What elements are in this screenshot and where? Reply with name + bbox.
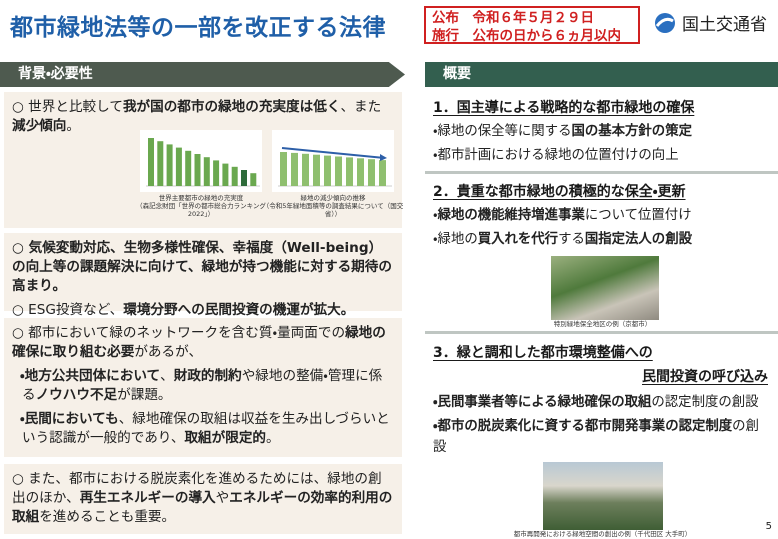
summary-item: ・民間事業者等による緑地確保の取組の認定制度の創設 — [433, 392, 772, 413]
text-run: が課題。 — [117, 387, 171, 403]
text-run: ノウハウ不足 — [36, 387, 118, 403]
right-heading: 概要 — [425, 62, 778, 87]
background-block: ○ 都市において緑のネットワークを含む質・量両面での緑地の確保に取り組む必要があ… — [4, 318, 402, 457]
text-run: する — [558, 232, 585, 247]
section-title: 2．貴重な都市緑地の積極的な保全・更新 — [433, 180, 772, 204]
photo — [551, 256, 659, 320]
section-title: 3．緑と調和した都市環境整備への — [433, 341, 772, 365]
slide: {"header":{"title":"都市緑地法等の一部を改正する法律","p… — [0, 0, 778, 534]
text-run: ・都市の脱炭素化に資する都市開発事業の認定制度 — [433, 419, 732, 434]
text-run: ・緑地の — [433, 232, 478, 247]
summary-section: 2．貴重な都市緑地の積極的な保全・更新・緑地の機能維持増進事業について位置付け・… — [425, 176, 778, 334]
summary-item: ・都市計画における緑地の位置付けの向上 — [433, 144, 772, 168]
text-run: について位置付け — [585, 208, 692, 223]
photo — [543, 462, 663, 530]
text-run: ○ ESG投資など、 — [12, 302, 123, 318]
text-run: ・民間においても — [20, 411, 119, 427]
summary-item: ・緑地の買入れを代行する国指定法人の創設 — [433, 228, 772, 252]
text-run: を進めることも重要。 — [39, 509, 175, 525]
ministry-logo: 国土交通省 — [654, 10, 767, 35]
section-title: 1．国主導による戦略的な都市緑地の確保 — [433, 96, 772, 120]
text-run: 、また — [340, 99, 381, 115]
text-run: 国の基本方針の策定 — [571, 124, 692, 139]
summary-item: ・都市の脱炭素化に資する都市開発事業の認定制度の創設 — [433, 416, 772, 458]
chart-image — [272, 130, 394, 192]
slide-title: 都市緑地法等の一部を改正する法律 — [10, 8, 386, 42]
text-run: 。 — [266, 430, 280, 446]
paragraph: ・民間においても、緑地確保の取組は収益を生み出しづらいという認識が一般的であり、… — [12, 410, 394, 448]
chart-caption: （令和5年緑地面積等の調査結果について（国交省）） — [262, 202, 404, 218]
text-run: 我が国の都市の緑地の充実度は低く — [123, 99, 341, 115]
summary-item: ・緑地の機能維持増進事業について位置付け — [433, 204, 772, 228]
background-block: ○ 気候変動対応、生物多様性確保、幸福度（Well-being）の向上等の課題解… — [4, 233, 402, 311]
text-run: 。 — [66, 118, 80, 134]
text-run: や — [216, 490, 230, 506]
summary-item: ・緑地の保全等に関する国の基本方針の策定 — [433, 120, 772, 144]
text-run: 財政的制約 — [174, 368, 242, 384]
text-run: 、 — [160, 368, 174, 384]
paragraph: ・地方公共団体において、財政的制約や緑地の整備・管理に係るノウハウ不足が課題。 — [12, 367, 394, 405]
text-run: 取組が限定的 — [184, 430, 266, 446]
chart-caption: 世界主要都市の緑地の充実度 — [130, 194, 272, 202]
photo-caption: 都市再開発における緑地空間の創出の例（千代田区 大手町） — [433, 530, 772, 539]
page: html, body { margin: 0; padding: 0; } bo… — [0, 0, 778, 534]
text-run: ・地方公共団体において — [20, 368, 160, 384]
section-title: 民間投資の呼び込み — [433, 365, 772, 389]
text-run: ○ 気候変動対応、生物多様性確保、幸福度（Well-being）の向上等の課題解… — [12, 240, 392, 294]
photo-caption: 特別緑地保全地区の例（京都市） — [433, 320, 772, 329]
text-run: ○ 世界と比較して — [12, 99, 123, 115]
logo-icon — [654, 12, 676, 34]
text-run: 再生エネルギーの導入 — [80, 490, 216, 506]
chart-caption: 緑地の減少傾向の推移 — [262, 194, 404, 202]
text-run: の認定制度の創設 — [651, 395, 758, 410]
chart-image — [140, 130, 262, 192]
text-run: 国指定法人の創設 — [585, 232, 692, 247]
page-number: 5 — [766, 521, 772, 532]
text-run: 環境分野への民間投資の機運が拡大。 — [123, 302, 354, 318]
text-run: 減少傾向 — [12, 118, 66, 134]
ministry-name: 国土交通省 — [682, 10, 767, 35]
chart-caption: （森記念財団「世界の都市総合力ランキング2022」） — [130, 202, 272, 218]
paragraph: ○ 都市において緑のネットワークを含む質・量両面での緑地の確保に取り組む必要があ… — [12, 324, 394, 362]
summary-section: 3．緑と調和した都市環境整備への民間投資の呼び込み・民間事業者等による緑地確保の… — [425, 337, 778, 534]
left-heading: 背景・必要性 — [0, 62, 405, 87]
text-run: があるが、 — [134, 344, 202, 360]
text-run: ・緑地の保全等に関する — [433, 124, 571, 139]
text-run: 買入れを代行 — [478, 232, 558, 247]
text-run: ・民間事業者等による緑地確保の取組 — [433, 395, 651, 410]
summary-section: 1．国主導による戦略的な都市緑地の確保・緑地の保全等に関する国の基本方針の策定・… — [425, 92, 778, 174]
text-run: 緑地の機能維持増進事業 — [438, 208, 585, 223]
paragraph: ○ また、都市における脱炭素化を進めるためには、緑地の創出のほか、再生エネルギー… — [12, 470, 394, 527]
enforcement: 施行 公布の日から６ヵ月以内 — [432, 27, 632, 45]
background-block: ○ また、都市における脱炭素化を進めるためには、緑地の創出のほか、再生エネルギー… — [4, 464, 402, 534]
date-box: 公布 令和６年５月２９日 施行 公布の日から６ヵ月以内 — [424, 6, 640, 44]
text-run: ○ 都市において緑のネットワークを含む質・量両面での — [12, 325, 345, 341]
promulgation: 公布 令和６年５月２９日 — [432, 9, 632, 27]
text-run: ・都市計画における緑地の位置付けの向上 — [433, 148, 679, 163]
paragraph: ○ 気候変動対応、生物多様性確保、幸福度（Well-being）の向上等の課題解… — [12, 239, 394, 296]
background-block: ○ 世界と比較して我が国の都市の緑地の充実度は低く、また減少傾向。世界主要都市の… — [4, 92, 402, 228]
